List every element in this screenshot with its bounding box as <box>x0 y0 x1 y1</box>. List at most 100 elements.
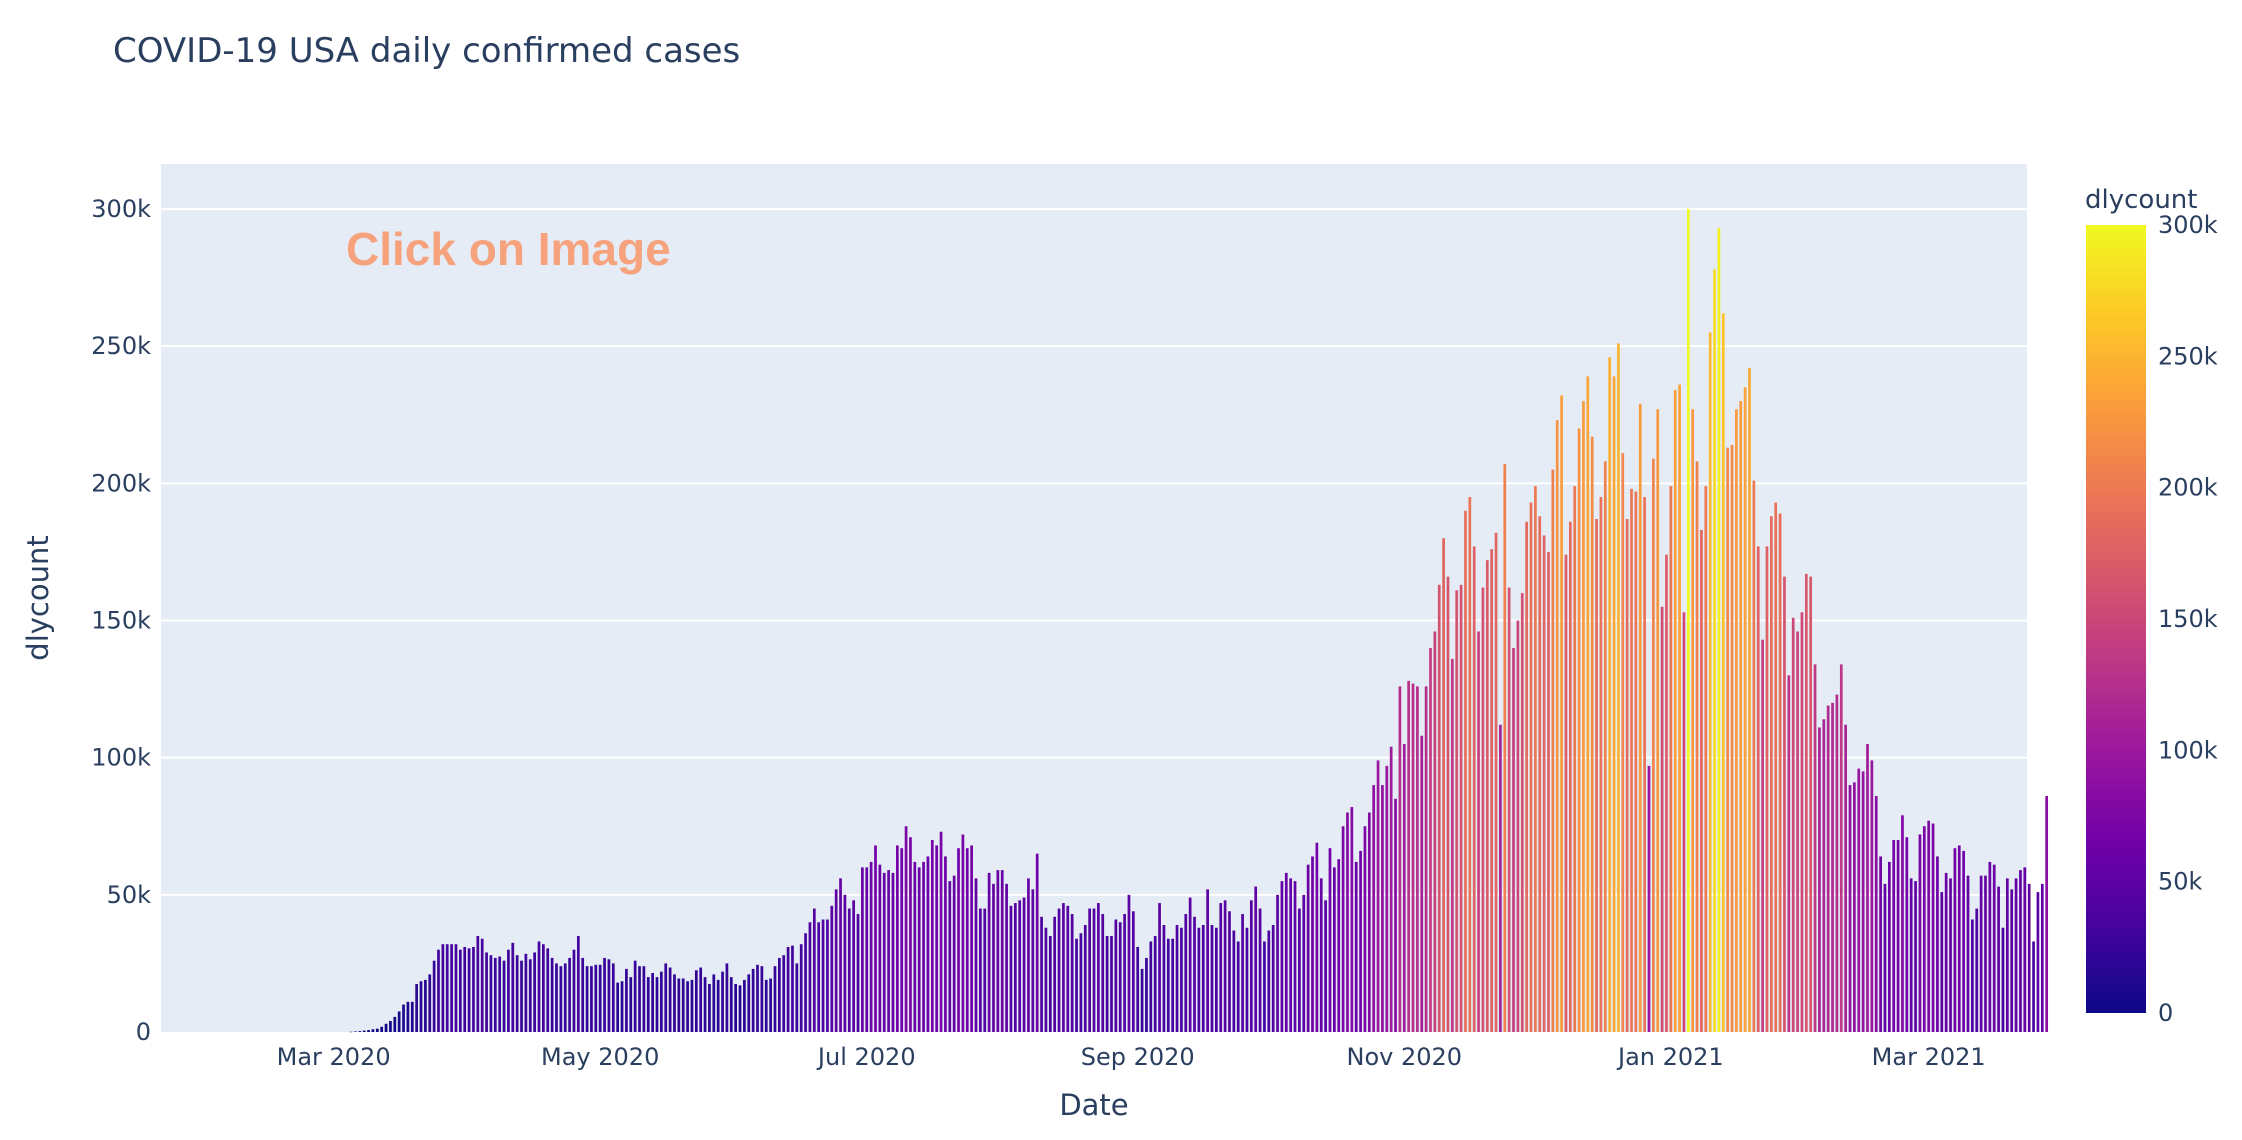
bar[interactable] <box>769 978 772 1033</box>
bar[interactable] <box>891 872 895 1032</box>
bar[interactable] <box>463 946 467 1032</box>
bar[interactable] <box>965 848 969 1032</box>
bar[interactable] <box>1044 927 1048 1032</box>
bar[interactable] <box>354 1031 357 1032</box>
bar[interactable] <box>974 878 978 1032</box>
bar[interactable] <box>804 933 807 1032</box>
bar[interactable] <box>1835 694 1839 1032</box>
bar[interactable] <box>380 1026 384 1032</box>
bar[interactable] <box>1691 409 1695 1032</box>
bar[interactable] <box>1529 502 1533 1032</box>
bar[interactable] <box>1258 908 1262 1032</box>
bar[interactable] <box>625 968 628 1032</box>
bar[interactable] <box>1634 491 1638 1032</box>
bar[interactable] <box>572 949 576 1032</box>
plot-area[interactable] <box>161 164 2027 1032</box>
bar[interactable] <box>384 1023 388 1032</box>
bar[interactable] <box>1254 886 1258 1032</box>
bar[interactable] <box>428 974 432 1032</box>
bar[interactable] <box>1315 842 1319 1032</box>
bar[interactable] <box>1844 724 1847 1032</box>
bar[interactable] <box>1857 768 1861 1032</box>
bar[interactable] <box>1678 384 1681 1032</box>
bar[interactable] <box>808 922 812 1032</box>
bar[interactable] <box>852 900 855 1032</box>
bar[interactable] <box>782 955 786 1032</box>
bar[interactable] <box>1088 908 1091 1032</box>
bar[interactable] <box>983 908 987 1032</box>
bar[interactable] <box>847 908 851 1032</box>
bar[interactable] <box>1018 900 1022 1032</box>
bar[interactable] <box>520 960 523 1032</box>
bar[interactable] <box>1324 900 1327 1032</box>
bar[interactable] <box>1206 889 1209 1032</box>
bar[interactable] <box>1066 905 1070 1032</box>
bar[interactable] <box>786 946 790 1032</box>
bar[interactable] <box>1446 576 1450 1032</box>
bar[interactable] <box>1914 881 1917 1032</box>
bar[interactable] <box>546 948 550 1032</box>
bar[interactable] <box>1005 883 1008 1032</box>
bar[interactable] <box>1171 938 1175 1032</box>
bar[interactable] <box>1997 886 2000 1032</box>
bar[interactable] <box>1686 209 1690 1032</box>
bar[interactable] <box>1000 870 1004 1032</box>
bar[interactable] <box>2027 883 2031 1032</box>
bar[interactable] <box>1984 875 1987 1032</box>
bar[interactable] <box>611 963 615 1032</box>
bar[interactable] <box>1512 647 1515 1032</box>
bar[interactable] <box>563 963 567 1032</box>
bar[interactable] <box>677 978 681 1033</box>
bar[interactable] <box>1477 631 1480 1032</box>
bar[interactable] <box>2032 941 2035 1032</box>
bar[interactable] <box>2019 870 2022 1032</box>
bar[interactable] <box>437 949 440 1032</box>
bar[interactable] <box>1416 686 1419 1032</box>
bar[interactable] <box>1433 631 1437 1032</box>
bar[interactable] <box>1551 469 1555 1032</box>
bar[interactable] <box>1271 925 1275 1032</box>
bar[interactable] <box>1831 702 1834 1032</box>
bar[interactable] <box>1949 878 1952 1032</box>
bar[interactable] <box>1568 521 1572 1032</box>
bar[interactable] <box>1158 903 1161 1032</box>
bar[interactable] <box>1215 927 1218 1032</box>
bar[interactable] <box>607 959 611 1032</box>
bar[interactable] <box>913 861 917 1032</box>
bar[interactable] <box>1708 332 1712 1032</box>
bar[interactable] <box>1507 587 1511 1032</box>
bar[interactable] <box>948 881 952 1032</box>
bar[interactable] <box>1822 719 1826 1032</box>
bar[interactable] <box>900 848 904 1032</box>
bar[interactable] <box>358 1031 362 1032</box>
bar[interactable] <box>996 870 1000 1032</box>
bar[interactable] <box>1966 875 1970 1032</box>
bar[interactable] <box>1922 826 1926 1032</box>
bar[interactable] <box>1800 612 1804 1032</box>
bar[interactable] <box>1442 538 1445 1032</box>
bar[interactable] <box>2036 892 2040 1032</box>
bar[interactable] <box>1114 919 1118 1032</box>
bar[interactable] <box>1538 516 1542 1032</box>
bar[interactable] <box>1695 461 1699 1032</box>
bar[interactable] <box>419 981 423 1032</box>
bar[interactable] <box>708 983 711 1032</box>
bar[interactable] <box>1201 925 1205 1032</box>
bar[interactable] <box>826 919 829 1032</box>
bar[interactable] <box>397 1011 401 1032</box>
bar[interactable] <box>1555 420 1559 1032</box>
bar[interactable] <box>725 963 729 1032</box>
bar[interactable] <box>542 944 545 1032</box>
bar[interactable] <box>1770 516 1773 1032</box>
bar[interactable] <box>2040 883 2044 1032</box>
bar[interactable] <box>1765 546 1769 1032</box>
bar[interactable] <box>1870 760 1874 1032</box>
bar[interactable] <box>1031 889 1035 1032</box>
bar[interactable] <box>887 870 890 1032</box>
bar[interactable] <box>472 946 475 1032</box>
bar[interactable] <box>1009 905 1013 1032</box>
bar[interactable] <box>1525 521 1528 1032</box>
bar[interactable] <box>524 953 528 1032</box>
bar[interactable] <box>1249 900 1253 1032</box>
bar[interactable] <box>729 977 733 1032</box>
